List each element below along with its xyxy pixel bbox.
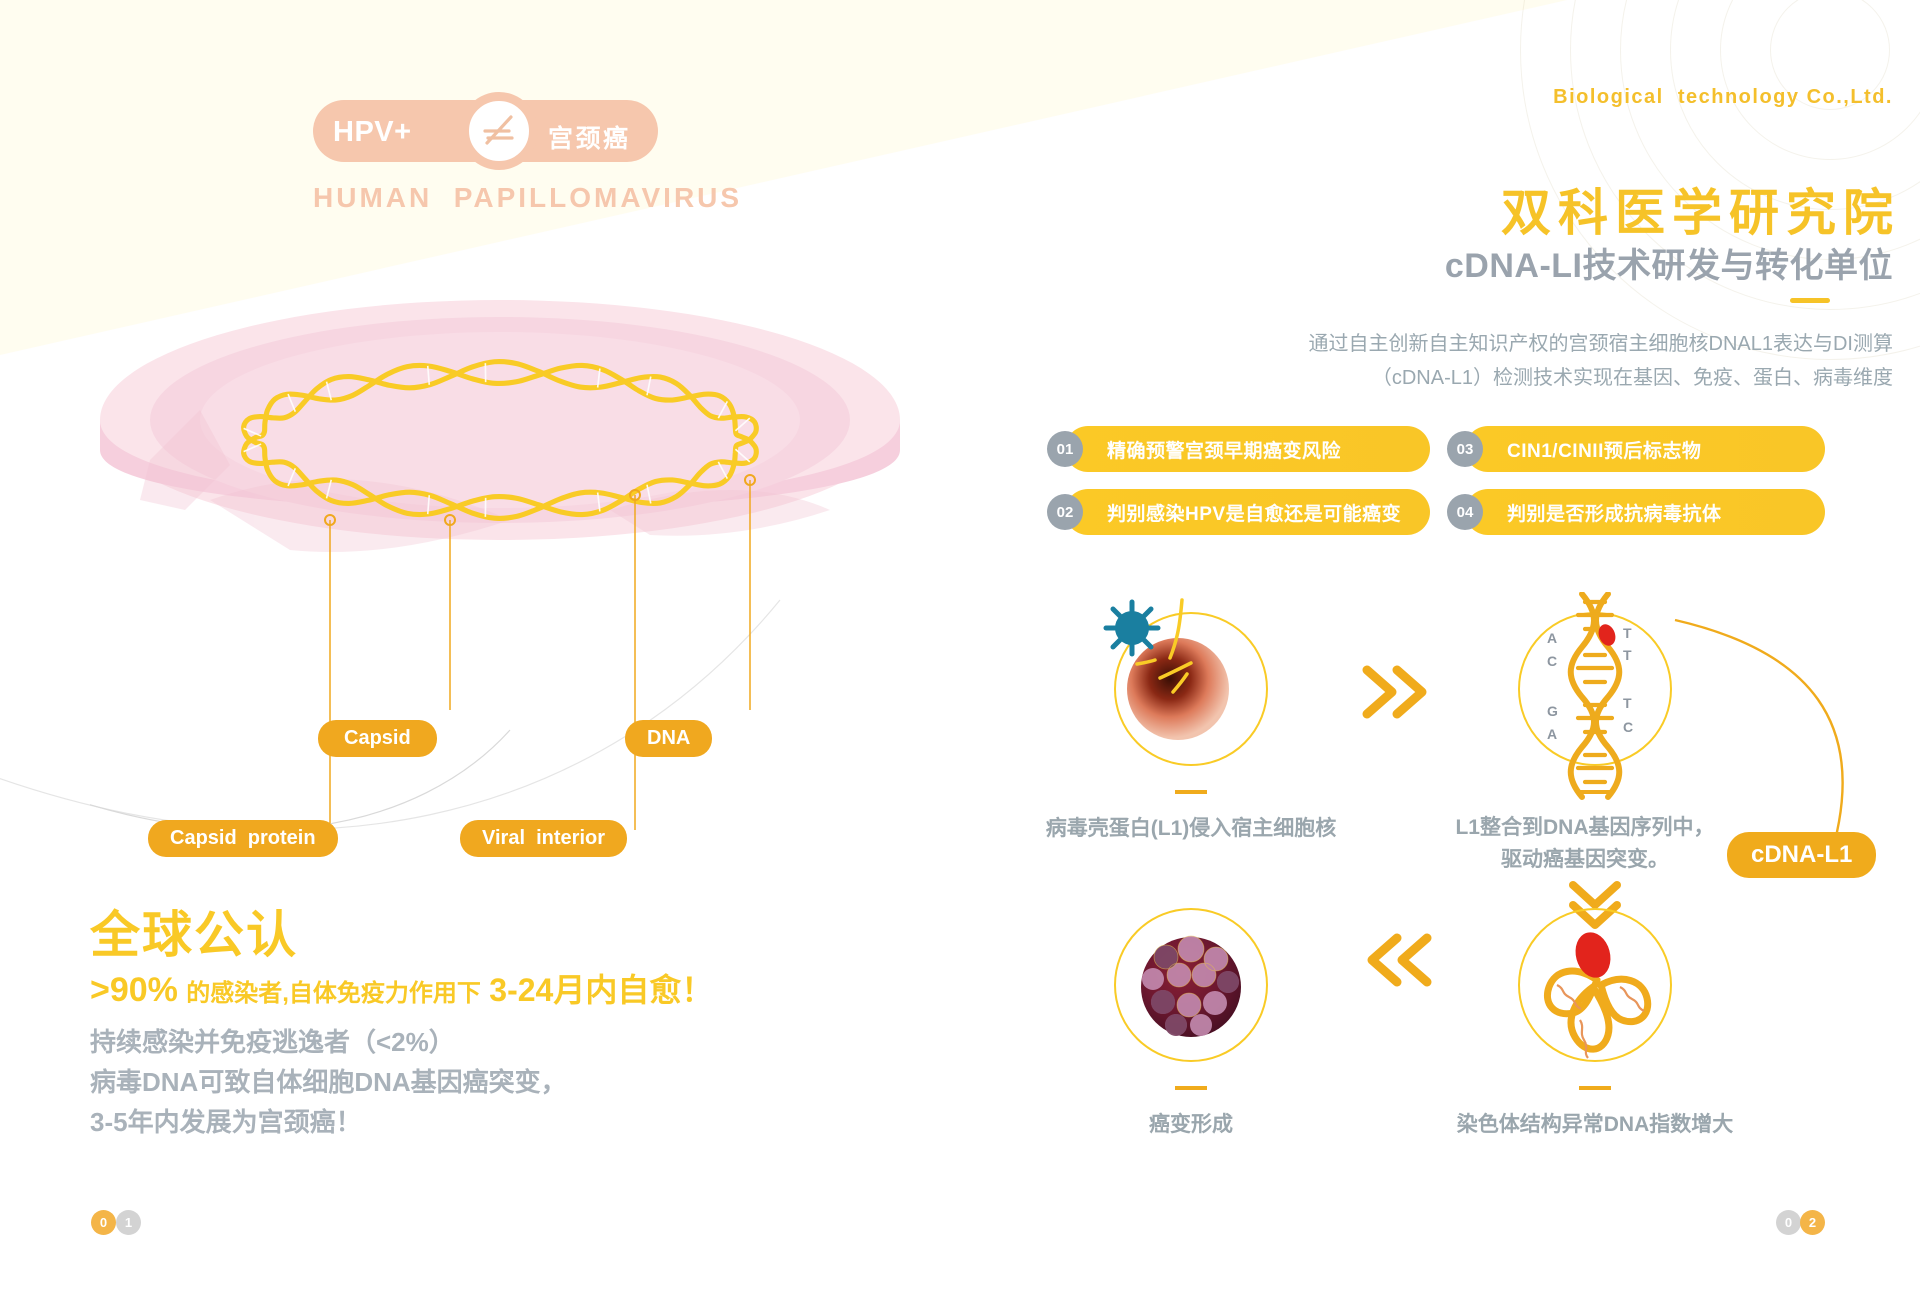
svg-text:T: T: [1623, 625, 1632, 641]
svg-text:A: A: [1547, 726, 1557, 742]
svg-text:G: G: [1547, 703, 1558, 719]
svg-text:C: C: [1547, 653, 1557, 669]
svg-text:A: A: [1547, 630, 1557, 646]
svg-text:T: T: [1623, 647, 1632, 663]
svg-text:C: C: [1623, 719, 1633, 735]
svg-text:T: T: [1623, 695, 1632, 711]
